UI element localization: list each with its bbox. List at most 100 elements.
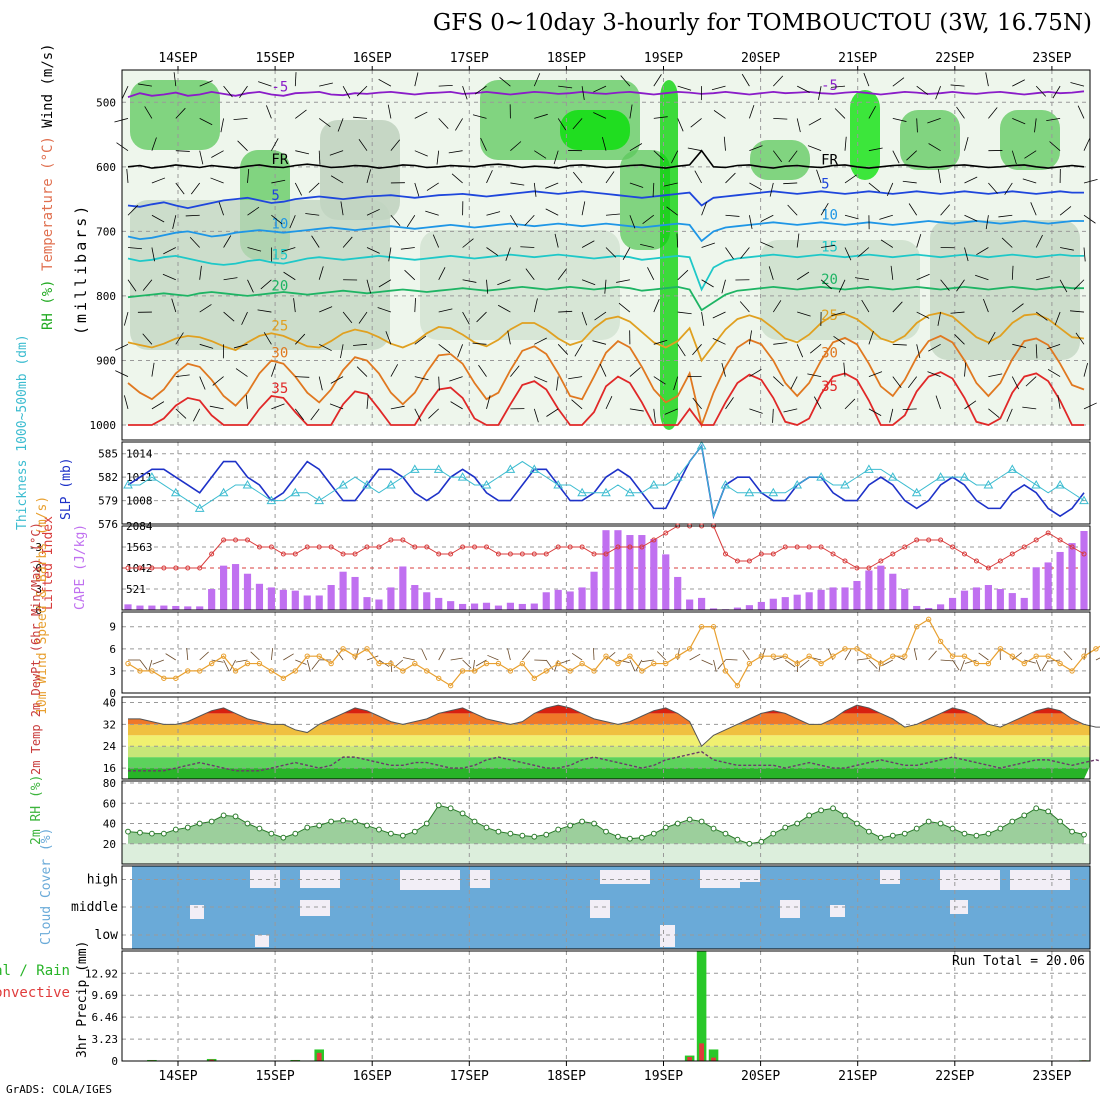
- x-tick-label-top: 14SEP: [158, 51, 197, 66]
- cape-bar: [423, 592, 431, 610]
- wind-barb: [522, 650, 531, 661]
- cape-bar: [901, 589, 909, 610]
- rh-point: [603, 828, 609, 835]
- rh-point: [579, 818, 585, 825]
- rh-point: [316, 822, 323, 829]
- wind-barb: [139, 659, 148, 670]
- wind-barb: [605, 396, 613, 410]
- x-tick-label-top: 18SEP: [547, 51, 586, 66]
- lifted-index-point: [221, 537, 227, 543]
- cape-bar: [399, 566, 407, 610]
- wind-barb: [713, 110, 726, 119]
- wind-barb: [809, 344, 822, 354]
- wind-speed-point: [412, 660, 418, 667]
- rh-point: [483, 824, 490, 831]
- wind-barb: [892, 150, 900, 164]
- cloud-gap: [590, 900, 610, 918]
- lifted-index-point: [770, 551, 776, 557]
- rh-point: [638, 834, 645, 841]
- cape-frame: [121, 525, 1091, 611]
- wind-barb: [892, 118, 907, 122]
- wind-barb: [892, 301, 903, 313]
- wind-barb: [964, 214, 978, 222]
- wind-barb: [676, 233, 679, 248]
- wind-barb: [247, 168, 250, 183]
- wind-barb: [690, 118, 702, 128]
- cape-bar: [494, 605, 503, 610]
- wind-barb: [788, 150, 798, 163]
- wind-barb: [652, 182, 655, 197]
- wind-speed-point: [925, 616, 932, 623]
- cape-bar: [793, 594, 801, 610]
- precip-ylabel: 3hr Precip (mm): [75, 941, 90, 1058]
- wind-barb: [1036, 276, 1050, 281]
- wind-speed-point: [352, 653, 358, 659]
- wind-barb: [1077, 105, 1085, 119]
- wind-barb: [844, 174, 857, 184]
- wind-barb: [908, 203, 918, 216]
- wind-barb: [749, 330, 752, 345]
- wind-barb: [593, 112, 607, 119]
- wind-speed-point: [555, 660, 561, 667]
- wind-speed-point: [842, 646, 848, 652]
- x-tick-label-bottom: 20SEP: [741, 1069, 780, 1084]
- wind-barb: [414, 408, 422, 422]
- wind-barb: [964, 247, 969, 262]
- y-tick-label: 800: [96, 290, 116, 303]
- wind-barb: [223, 659, 230, 671]
- wind-barb: [151, 177, 166, 184]
- wind-barb: [474, 85, 487, 95]
- wind-barb: [653, 299, 660, 313]
- cape-bar: [686, 599, 694, 610]
- wind-barb: [294, 182, 303, 196]
- wind-barb: [1022, 178, 1037, 184]
- ylabel-part: RH (%): [40, 271, 56, 330]
- wind-barb: [534, 337, 547, 345]
- wind-barb: [725, 214, 740, 217]
- contour-line: [127, 334, 1085, 429]
- wind-barb: [294, 408, 305, 421]
- wind-barb: [916, 273, 930, 281]
- wind-barb: [796, 118, 801, 133]
- lifted-index-point: [866, 565, 872, 571]
- cape-bar: [291, 590, 299, 610]
- lifted-index-point: [842, 558, 848, 564]
- wind-barb: [816, 169, 822, 184]
- rh-point: [877, 834, 884, 841]
- wind-barb: [640, 243, 654, 248]
- lifted-index-point: [962, 551, 967, 557]
- temp-bands: [128, 705, 1090, 779]
- rh-point: [304, 824, 311, 831]
- wind-barb: [425, 210, 439, 216]
- lifted-index-point: [376, 544, 382, 550]
- wind-barb: [902, 180, 917, 184]
- wind-barb: [283, 653, 294, 661]
- thickness-point: [959, 472, 970, 481]
- wind-barb: [1059, 206, 1072, 216]
- lifted-index-point: [854, 565, 860, 571]
- wind-barb: [258, 81, 272, 87]
- wind-barb: [1011, 376, 1020, 390]
- thickness-point: [242, 479, 253, 489]
- wind-speed-point: [1009, 653, 1015, 659]
- wind-speed-point: [663, 660, 669, 667]
- thickness-point: [840, 479, 850, 489]
- thickness-point: [648, 479, 659, 489]
- x-tick-label-bottom: 15SEP: [256, 1069, 295, 1084]
- wind-barb: [318, 118, 331, 128]
- wind-barb: [807, 373, 822, 377]
- x-tick-label-top: 23SEP: [1032, 51, 1071, 66]
- wind-barb: [713, 659, 717, 672]
- wind-barb: [677, 344, 686, 357]
- thickness-point: [147, 472, 157, 481]
- y-tick-label: 700: [96, 225, 116, 238]
- rh-point: [782, 824, 789, 831]
- wind-barb: [605, 213, 620, 216]
- wind-barb: [844, 136, 847, 151]
- wind-barb: [151, 137, 157, 151]
- wind-speed-point: [161, 675, 167, 681]
- wind-barb: [592, 340, 607, 345]
- wind-barb: [507, 648, 511, 661]
- wind-barb: [880, 239, 894, 248]
- cape-bar: [889, 573, 897, 610]
